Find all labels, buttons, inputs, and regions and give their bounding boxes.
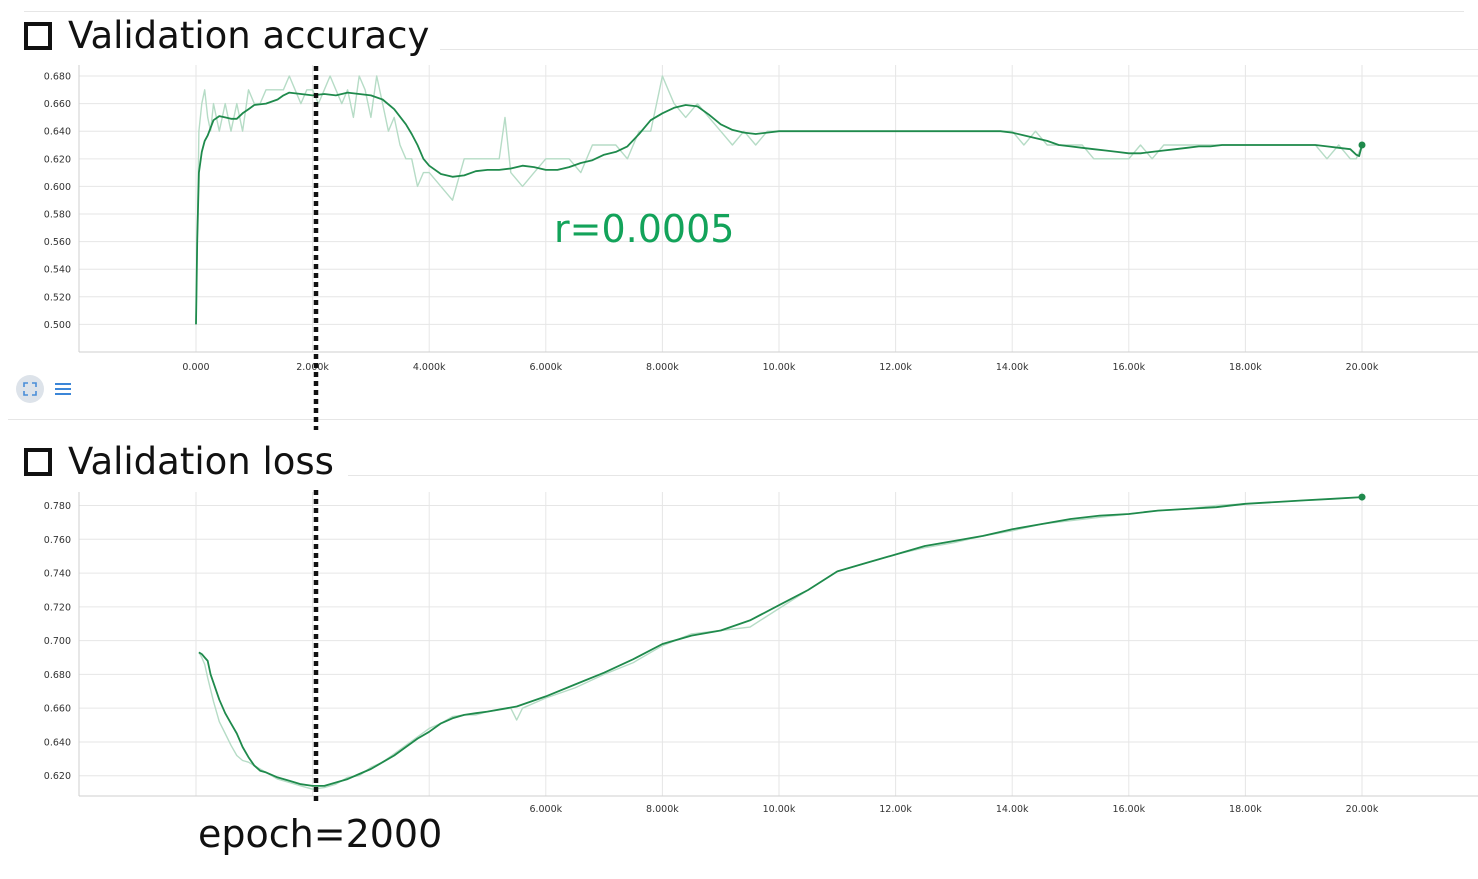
checkbox-square-icon[interactable] — [24, 447, 52, 476]
x-tick-label: 0.000 — [182, 362, 209, 373]
last-point-marker — [1358, 141, 1366, 149]
panel-header-loss[interactable]: Validation loss — [24, 440, 346, 483]
y-tick-label: 0.640 — [44, 737, 71, 748]
chart-title-accuracy: Validation accuracy — [68, 14, 430, 57]
y-tick-label: 0.680 — [44, 72, 71, 83]
x-tick-label: 6.000k — [529, 804, 562, 815]
y-tick-label: 0.580 — [44, 210, 71, 221]
panel-header-accuracy[interactable]: Validation accuracy — [24, 14, 442, 57]
smoothed-series-line — [198, 496, 1363, 787]
panel-divider — [24, 11, 1464, 12]
y-tick-label: 0.780 — [44, 501, 71, 512]
y-tick-label: 0.740 — [44, 569, 71, 580]
y-tick-label: 0.660 — [44, 704, 71, 715]
x-tick-label: 10.00k — [763, 804, 796, 815]
fit-to-domain-button[interactable] — [16, 375, 44, 403]
y-tick-label: 0.680 — [44, 670, 71, 681]
chart-toolbar — [16, 375, 74, 403]
epoch-annotation: epoch=2000 — [198, 812, 443, 856]
y-tick-label: 0.540 — [44, 265, 71, 276]
y-tick-label: 0.720 — [44, 602, 71, 613]
checkbox-square-icon[interactable] — [24, 21, 52, 50]
x-tick-label: 14.00k — [996, 804, 1029, 815]
last-point-marker — [1358, 493, 1366, 501]
y-tick-label: 0.520 — [44, 292, 71, 303]
panel-header-rule — [440, 49, 1478, 50]
x-tick-label: 8.000k — [646, 362, 679, 373]
x-tick-label: 18.00k — [1229, 362, 1262, 373]
x-tick-label: 8.000k — [646, 804, 679, 815]
x-tick-label: 16.00k — [1112, 362, 1145, 373]
y-tick-label: 0.560 — [44, 237, 71, 248]
x-tick-label: 16.00k — [1112, 804, 1145, 815]
x-tick-label: 18.00k — [1229, 804, 1262, 815]
chart-title-loss: Validation loss — [68, 440, 334, 483]
x-tick-label: 20.00k — [1346, 804, 1379, 815]
y-tick-label: 0.700 — [44, 636, 71, 647]
y-tick-label: 0.660 — [44, 99, 71, 110]
raw-series-line — [198, 496, 1363, 790]
y-tick-label: 0.620 — [44, 771, 71, 782]
y-tick-label: 0.640 — [44, 127, 71, 138]
y-tick-label: 0.500 — [44, 320, 71, 331]
x-tick-label: 10.00k — [763, 362, 796, 373]
x-tick-label: 12.00k — [879, 362, 912, 373]
x-tick-label: 14.00k — [996, 362, 1029, 373]
x-tick-label: 20.00k — [1346, 362, 1379, 373]
y-tick-label: 0.600 — [44, 182, 71, 193]
panel-divider — [8, 419, 1478, 420]
y-tick-label: 0.760 — [44, 535, 71, 546]
y-tick-label: 0.620 — [44, 154, 71, 165]
x-tick-label: 6.000k — [529, 362, 562, 373]
learning-rate-annotation: r=0.0005 — [554, 207, 735, 251]
smoothed-series-line — [195, 91, 1363, 325]
raw-series-line — [195, 75, 1363, 325]
toggle-data-button[interactable] — [52, 378, 74, 400]
panel-header-rule — [348, 475, 1478, 476]
x-tick-label: 4.000k — [413, 362, 446, 373]
list-lines-icon — [55, 383, 71, 395]
x-tick-label: 2.000k — [296, 362, 329, 373]
x-tick-label: 12.00k — [879, 804, 912, 815]
fit-to-domain-icon — [23, 382, 37, 396]
